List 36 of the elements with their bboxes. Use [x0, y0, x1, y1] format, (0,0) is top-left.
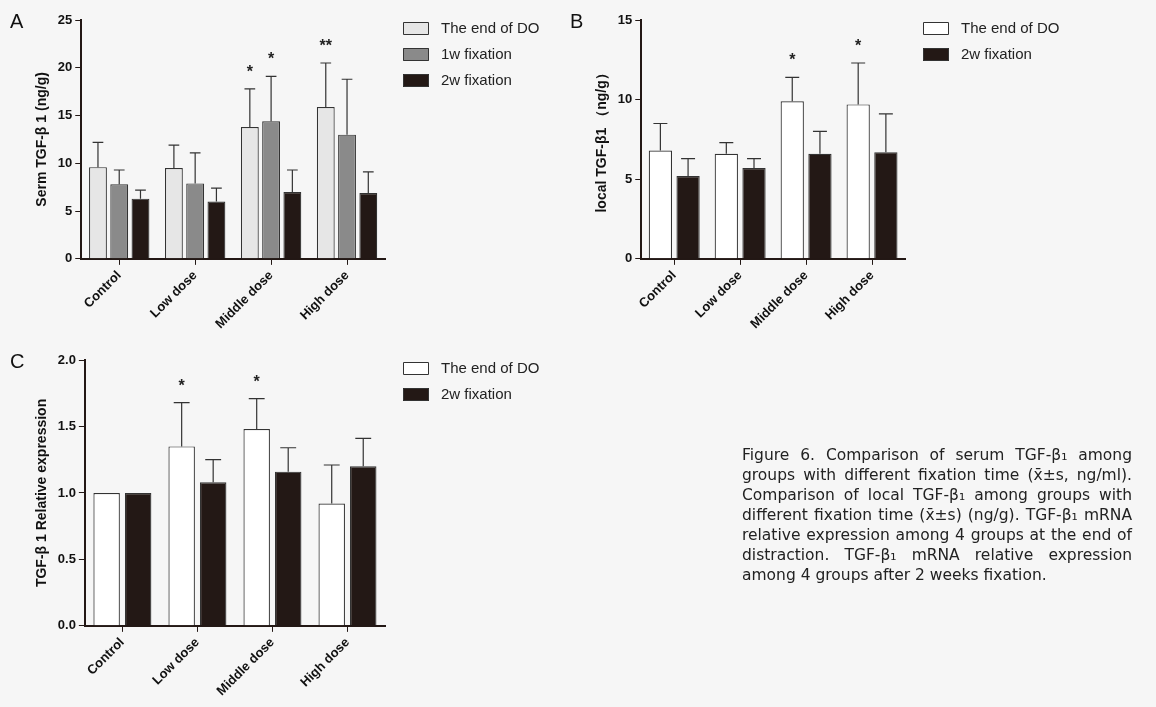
y-tick-label: 0.5 — [57, 550, 76, 566]
legend-label: The end of DO — [441, 19, 540, 37]
annotation: * — [253, 372, 261, 390]
y-axis-title: Serm TGF-β 1 (ng/g) — [33, 72, 50, 207]
legend-label: 2w fixation — [441, 71, 512, 89]
annotation: * — [246, 62, 254, 80]
y-tick-label: 1.0 — [57, 484, 76, 500]
chart-title: B — [570, 9, 584, 32]
legend-label: The end of DO — [441, 359, 540, 377]
y-tick-label: 10 — [617, 91, 633, 107]
annotation: ** — [319, 36, 333, 54]
y-tick-label: 5 — [625, 170, 633, 186]
legend-label: 2w fixation — [441, 385, 512, 403]
y-tick-label: 0.0 — [57, 617, 76, 633]
annotation: * — [178, 376, 186, 394]
y-axis-title: TGF-β 1 Relative expression — [33, 398, 50, 588]
legend-label: 1w fixation — [441, 45, 512, 63]
y-tick-label: 10 — [57, 154, 73, 170]
chart-title: C — [10, 349, 25, 372]
chart-title: A — [10, 9, 24, 32]
legend-label: 2w fixation — [961, 45, 1032, 63]
y-tick-label: 20 — [57, 59, 73, 75]
caption: Figure 6. Comparison of serum TGF-β₁ among groups with different fixation time (x̄±s, ng/ml). Comparison of local TGF-β₁ among groups with different fixation time (x̄±s) (ng/g). TGF-β₁ mRNA relative expression among 4 groups at the end of distraction. TGF-β₁ mRNA relative expression among 4 groups after 2 weeks fixation. — [742, 445, 1132, 585]
y-axis-title: local TGF-β1 （ng/g） — [593, 66, 610, 213]
legend-label: The end of DO — [961, 19, 1060, 37]
annotation: * — [789, 51, 797, 69]
y-tick-label: 15 — [57, 107, 73, 123]
y-tick-label: 0 — [625, 250, 633, 266]
y-tick-label: 5 — [65, 202, 73, 218]
y-tick-label: 2.0 — [57, 351, 76, 367]
y-tick-label: 15 — [617, 11, 633, 27]
annotation: * — [855, 36, 863, 54]
y-tick-label: 0 — [65, 250, 73, 266]
annotation: * — [267, 50, 275, 68]
y-tick-label: 1.5 — [57, 418, 76, 434]
y-tick-label: 25 — [57, 11, 73, 27]
